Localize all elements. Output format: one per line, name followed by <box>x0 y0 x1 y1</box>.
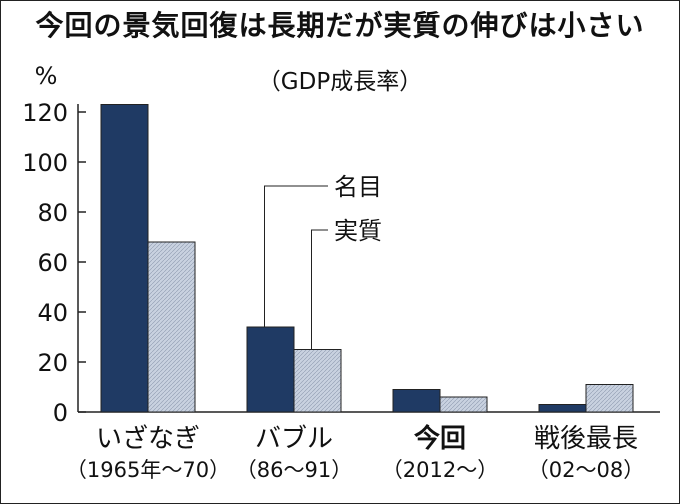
x-category-label: 戦後最長 <box>534 424 638 454</box>
bar-nominal-1 <box>246 326 295 413</box>
bar-nominal-0 <box>100 104 149 413</box>
bar-nominal-2 <box>392 389 441 413</box>
y-tick-label: 100 <box>22 149 68 177</box>
bar-real-1 <box>293 349 342 413</box>
x-category-period: （86～91） <box>236 458 352 482</box>
y-tick-label: 20 <box>37 349 68 377</box>
x-category-period: （02～08） <box>528 458 644 482</box>
y-tick-label: 120 <box>22 99 68 127</box>
legend-label-nominal: 名目 <box>334 173 382 201</box>
bar-real-3 <box>585 384 634 413</box>
chart-title: 今回の景気回復は長期だが実質の伸びは小さい <box>35 9 645 42</box>
y-tick-label: 80 <box>37 199 68 227</box>
legend-leader-real <box>311 229 328 350</box>
x-category-label: バブル <box>255 424 333 454</box>
bar-real-0 <box>147 241 196 413</box>
y-tick-label: 60 <box>37 249 68 277</box>
x-category-period: （1965年～70） <box>66 458 230 482</box>
bar-real-2 <box>439 396 488 413</box>
x-category-label: いざなぎ <box>96 424 200 454</box>
legend-label-real: 実質 <box>334 217 382 245</box>
legend-leader-nominal <box>264 185 328 327</box>
chart-subtitle: （GDP成長率） <box>257 69 423 95</box>
x-category-period: （2012～） <box>382 458 498 482</box>
bar-nominal-3 <box>538 404 587 413</box>
y-tick-label: 40 <box>37 299 68 327</box>
y-tick-label: 0 <box>53 399 68 427</box>
x-category-label: 今回 <box>414 423 466 454</box>
y-axis-unit: % <box>35 62 58 90</box>
